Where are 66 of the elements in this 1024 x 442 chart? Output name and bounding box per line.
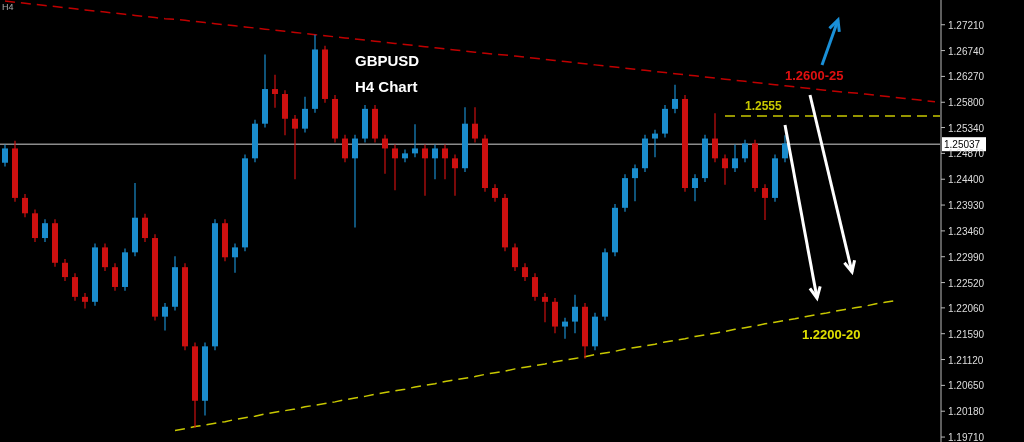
candlestick bbox=[232, 242, 238, 274]
y-tick-label: 1.22060 bbox=[948, 302, 985, 314]
line-series bbox=[174, 299, 896, 432]
candlestick bbox=[62, 258, 68, 282]
candlestick bbox=[272, 74, 278, 109]
y-tick-label: 1.25800 bbox=[948, 97, 985, 109]
y-tick-label: 1.26740 bbox=[948, 45, 985, 57]
y-tick-label: 1.21120 bbox=[948, 354, 984, 366]
candlestick bbox=[572, 294, 578, 334]
candlestick bbox=[342, 134, 348, 163]
candlestick bbox=[512, 242, 518, 272]
candlestick bbox=[762, 183, 768, 221]
y-tick-label: 1.24870 bbox=[948, 148, 985, 160]
y-tick-label: 1.26270 bbox=[948, 71, 985, 83]
candlestick bbox=[42, 218, 48, 243]
y-tick-label: 1.20650 bbox=[948, 380, 985, 392]
candlestick bbox=[452, 153, 458, 197]
y-tick-label: 1.22520 bbox=[948, 277, 985, 289]
candlestick bbox=[712, 112, 718, 163]
annotation: 1.2600-25 bbox=[785, 68, 844, 83]
candlestick bbox=[352, 134, 358, 229]
candlestick bbox=[442, 143, 448, 180]
candlestick bbox=[562, 317, 568, 340]
candlestick bbox=[162, 302, 168, 331]
y-tick-label: 1.22990 bbox=[948, 251, 985, 263]
candlestick bbox=[732, 143, 738, 173]
y-tick-label: 1.24400 bbox=[948, 174, 985, 186]
candlestick bbox=[742, 139, 748, 163]
candlestick bbox=[382, 134, 388, 175]
ref-line-label: 1.25037 bbox=[944, 139, 981, 151]
y-tick-label: 1.23460 bbox=[948, 225, 985, 237]
y-tick-label: 1.23930 bbox=[948, 200, 985, 212]
candlestick bbox=[412, 123, 418, 158]
y-tick-label: 1.21590 bbox=[948, 328, 985, 340]
candlestick bbox=[392, 143, 398, 191]
candlestick bbox=[302, 96, 308, 134]
candlestick bbox=[292, 114, 298, 180]
candlestick bbox=[672, 84, 678, 114]
candlestick bbox=[632, 163, 638, 202]
y-tick-label: 1.19710 bbox=[948, 432, 985, 442]
candlestick bbox=[722, 153, 728, 186]
candlestick bbox=[432, 143, 438, 180]
y-tick-label: 1.20180 bbox=[948, 406, 985, 418]
candlestick bbox=[472, 106, 478, 143]
y-tick-label: 1.27210 bbox=[948, 19, 985, 31]
candlestick bbox=[692, 173, 698, 202]
candlestick bbox=[142, 213, 148, 243]
candlestick bbox=[782, 134, 788, 163]
candlestick bbox=[112, 262, 118, 292]
candlestick bbox=[72, 272, 78, 302]
candlestick bbox=[532, 272, 538, 302]
annotation: H4 Chart bbox=[355, 78, 418, 95]
candlestick bbox=[102, 242, 108, 272]
candlestick bbox=[22, 193, 28, 218]
candlestick bbox=[2, 143, 8, 168]
candlestick bbox=[422, 143, 428, 197]
candlestick bbox=[82, 292, 88, 310]
y-tick-label: 1.25340 bbox=[948, 122, 985, 134]
line-series bbox=[4, 0, 936, 103]
candlestick bbox=[542, 292, 548, 323]
candlestick bbox=[402, 148, 408, 163]
ref-line-label: 1.2555 bbox=[745, 99, 783, 113]
annotation: 1.2200-20 bbox=[802, 327, 861, 342]
annotation: GBPUSD bbox=[355, 52, 420, 69]
chart-title: H4 bbox=[2, 2, 14, 12]
candlestick bbox=[652, 129, 658, 158]
